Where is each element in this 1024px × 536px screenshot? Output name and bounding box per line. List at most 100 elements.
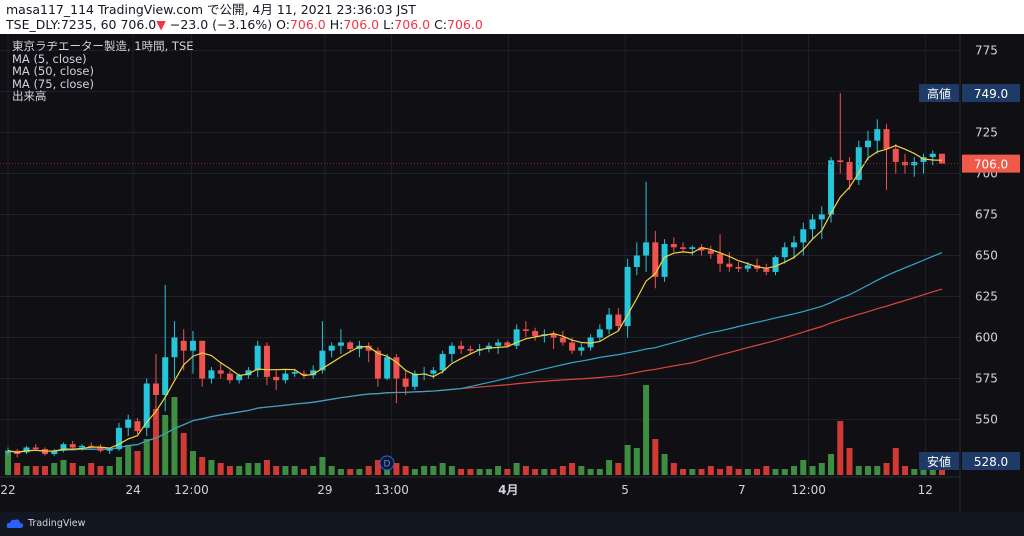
candle-body[interactable] (532, 330, 539, 336)
candle-body[interactable] (245, 370, 252, 376)
candle-body[interactable] (495, 342, 502, 346)
candle-body[interactable] (328, 345, 335, 351)
candle-body[interactable] (698, 247, 705, 251)
candle-body[interactable] (735, 266, 742, 269)
candle-body[interactable] (744, 265, 751, 269)
candle-body[interactable] (217, 370, 224, 374)
candle-body[interactable] (606, 314, 613, 330)
candle-body[interactable] (846, 161, 853, 181)
candle-body[interactable] (892, 148, 899, 162)
candle-body[interactable] (263, 345, 270, 377)
candle-body[interactable] (236, 375, 243, 381)
candle-body[interactable] (180, 340, 187, 351)
candle-body[interactable] (578, 347, 585, 351)
candle-body[interactable] (763, 268, 770, 272)
candle-body[interactable] (430, 370, 437, 374)
candle-body[interactable] (569, 342, 576, 351)
candle-body[interactable] (670, 244, 677, 248)
candle-body[interactable] (818, 214, 825, 220)
candle-body[interactable] (300, 373, 307, 376)
candle-body[interactable] (310, 370, 317, 376)
candle-body[interactable] (717, 253, 724, 264)
candle-body[interactable] (902, 161, 909, 166)
candle-body[interactable] (458, 345, 465, 350)
candle-body[interactable] (319, 350, 326, 371)
candle-body[interactable] (791, 242, 798, 248)
candle-body[interactable] (865, 140, 872, 148)
candle-body[interactable] (51, 450, 58, 455)
legend-ma75[interactable]: MA (75, close) (12, 76, 94, 91)
candle-body[interactable] (680, 247, 687, 249)
candle-body[interactable] (652, 242, 659, 277)
candle-body[interactable] (226, 373, 233, 381)
candle-body[interactable] (171, 337, 178, 358)
candle-body[interactable] (643, 242, 650, 256)
chart-plot-area[interactable]: 775750725700675650625600575550222412:002… (0, 34, 1024, 512)
candle-body[interactable] (393, 357, 400, 379)
tradingview-logo[interactable]: TradingView (6, 517, 85, 529)
candle-body[interactable] (911, 161, 918, 166)
candle-body[interactable] (615, 314, 622, 327)
candle-body[interactable] (115, 427, 122, 450)
candle-body[interactable] (883, 129, 890, 149)
candle-body[interactable] (125, 419, 132, 428)
candle-body[interactable] (337, 342, 344, 346)
candle-body[interactable] (208, 370, 215, 379)
candle-body[interactable] (809, 219, 816, 230)
candle-body[interactable] (134, 421, 141, 432)
candle-body[interactable] (522, 329, 529, 331)
price-chart[interactable]: 775750725700675650625600575550222412:002… (0, 34, 1024, 512)
candle-body[interactable] (874, 129, 881, 141)
candle-body[interactable] (707, 250, 714, 254)
candle-body[interactable] (69, 444, 76, 448)
candle-body[interactable] (772, 257, 779, 272)
candle-body[interactable] (513, 329, 520, 346)
candle-body[interactable] (624, 266, 631, 327)
candle-body[interactable] (596, 329, 603, 338)
candle-body[interactable] (5, 450, 11, 453)
candle-body[interactable] (32, 447, 39, 450)
legend-volume[interactable]: 出来高 (12, 89, 47, 103)
candle-body[interactable] (273, 376, 280, 381)
candle-body[interactable] (828, 160, 835, 215)
candle-body[interactable] (162, 357, 169, 395)
candle-body[interactable] (282, 373, 289, 381)
candle-body[interactable] (633, 255, 640, 267)
candle-body[interactable] (837, 160, 844, 162)
candle-body[interactable] (189, 340, 196, 351)
candle-body[interactable] (97, 447, 104, 451)
candle-body[interactable] (23, 447, 30, 453)
candle-body[interactable] (152, 383, 159, 395)
candle-body[interactable] (347, 342, 354, 350)
candle-body[interactable] (365, 345, 372, 351)
legend-ma50[interactable]: MA (50, close) (12, 64, 94, 78)
candle-body[interactable] (689, 247, 696, 249)
candle-body[interactable] (143, 383, 150, 428)
candle-body[interactable] (384, 357, 391, 379)
candle-body[interactable] (291, 371, 298, 374)
candle-body[interactable] (106, 449, 113, 451)
candle-body[interactable] (504, 342, 511, 346)
candle-body[interactable] (661, 244, 668, 277)
candle-body[interactable] (726, 263, 733, 267)
candle-body[interactable] (439, 353, 446, 371)
candle-body[interactable] (929, 153, 936, 158)
candle-body[interactable] (411, 373, 418, 387)
dividend-marker-icon[interactable] (379, 455, 395, 471)
candle-body[interactable] (60, 444, 67, 451)
candle-body[interactable] (374, 350, 381, 379)
candle-body[interactable] (78, 445, 85, 448)
candle-body[interactable] (254, 345, 261, 371)
legend-ma5[interactable]: MA (5, close) (12, 51, 87, 66)
candle-body[interactable] (448, 345, 455, 354)
candle-body[interactable] (781, 247, 788, 258)
candle-body[interactable] (587, 337, 594, 348)
candle-body[interactable] (467, 349, 474, 351)
candle-body[interactable] (559, 337, 566, 343)
candle-body[interactable] (800, 229, 807, 243)
candle-body[interactable] (485, 345, 492, 350)
candle-body[interactable] (402, 378, 409, 387)
candle-body[interactable] (199, 340, 206, 379)
candle-body[interactable] (550, 334, 557, 338)
candle-body[interactable] (939, 153, 945, 164)
